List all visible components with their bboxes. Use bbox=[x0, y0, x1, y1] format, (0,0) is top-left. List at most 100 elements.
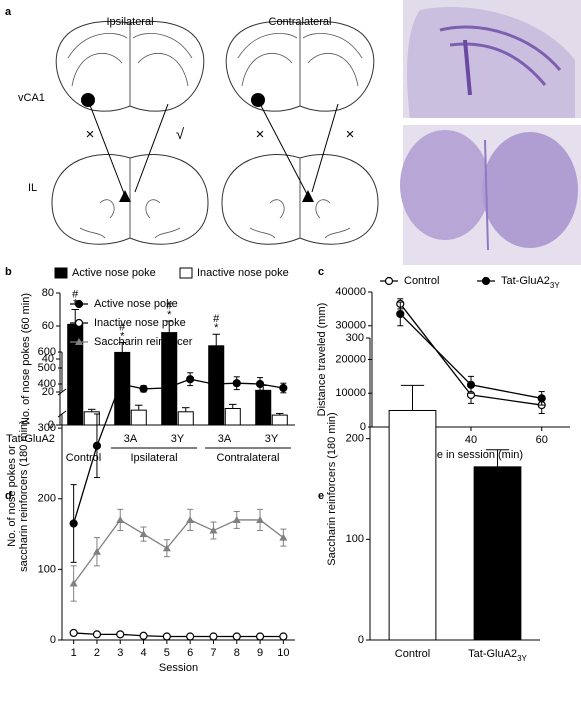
marker bbox=[232, 515, 241, 523]
significance-mark: * bbox=[120, 330, 125, 342]
marker bbox=[116, 630, 125, 639]
marker bbox=[279, 383, 288, 393]
group-label: Control bbox=[66, 452, 101, 464]
y-tick-label: 600 bbox=[38, 346, 56, 358]
x-tick-label-main: Control bbox=[395, 648, 430, 660]
x-tick-label: 3Y bbox=[265, 433, 279, 445]
marker bbox=[69, 519, 78, 528]
x-tick-label: 7 bbox=[210, 647, 216, 659]
significance-mark: * bbox=[214, 322, 219, 334]
marker bbox=[92, 441, 102, 450]
series-line bbox=[73, 378, 284, 524]
marker bbox=[69, 579, 78, 587]
legend-label: Active nose poke bbox=[72, 267, 156, 279]
marker bbox=[162, 632, 171, 641]
y-axis-title: Saccharin reinforcers (180 min) bbox=[326, 412, 338, 565]
histology-photo bbox=[403, 0, 581, 118]
y-axis-title: saccharin reinforcers (180 min) bbox=[18, 420, 30, 572]
y-tick-label: 100 bbox=[38, 563, 56, 575]
group-label: Contralateral bbox=[217, 452, 280, 464]
x-tick-label: 6 bbox=[187, 647, 193, 659]
marker bbox=[232, 379, 241, 388]
marker bbox=[209, 379, 218, 389]
marker bbox=[537, 394, 546, 403]
legend-label-main: Control bbox=[404, 275, 439, 287]
legend-label: Inactive nose poke bbox=[94, 317, 186, 329]
x-tick-label: Tat-GluA23Y bbox=[468, 648, 527, 663]
x-tick-label: 40 bbox=[465, 434, 477, 446]
bar bbox=[177, 411, 194, 426]
projection-mark: × bbox=[346, 126, 355, 143]
marker bbox=[256, 515, 265, 523]
bar bbox=[224, 408, 241, 426]
y-tick-label: 0 bbox=[360, 421, 366, 433]
marker bbox=[162, 544, 171, 552]
y-axis-title: No. of nose pokes or bbox=[6, 445, 18, 547]
legend-label: Active nose poke bbox=[94, 298, 178, 310]
marker bbox=[139, 530, 148, 538]
y-tick-label: 30000 bbox=[335, 320, 366, 332]
legend-marker bbox=[74, 299, 84, 309]
x-tick-label: 3 bbox=[117, 647, 123, 659]
x-tick-label: 60 bbox=[536, 434, 548, 446]
column-label: Ipsilateral bbox=[106, 16, 153, 28]
y-axis-title: Distance traveled (mm) bbox=[316, 303, 328, 417]
x-tick-label-sub: 3Y bbox=[517, 654, 527, 663]
y-tick-label: 40 bbox=[42, 353, 54, 365]
marker bbox=[279, 533, 288, 541]
legend-label-main: Tat-GluA2 bbox=[501, 275, 550, 287]
bar bbox=[271, 414, 288, 426]
y-axis-title: No. of nose pokes (60 min) bbox=[20, 293, 32, 425]
y-tick-label: 0 bbox=[50, 634, 56, 646]
panel-label: a bbox=[5, 6, 12, 18]
x-axis-title: Session bbox=[159, 662, 198, 674]
marker bbox=[92, 630, 102, 639]
x-tick-label: 2 bbox=[94, 647, 100, 659]
x-tick-label: 10 bbox=[277, 647, 289, 659]
legend-label: Control bbox=[404, 275, 439, 287]
projection-mark: × bbox=[256, 126, 265, 143]
legend-label-main: Active nose poke bbox=[94, 298, 178, 310]
bar bbox=[388, 409, 437, 641]
y-tick-label: 20000 bbox=[335, 353, 366, 365]
bar bbox=[130, 409, 147, 426]
axis-break bbox=[57, 410, 67, 418]
marker bbox=[116, 515, 125, 523]
legend-label-sub: 3Y bbox=[550, 281, 560, 290]
legend-label: Saccharin reinforcer bbox=[94, 336, 193, 348]
series-line bbox=[73, 632, 284, 638]
x-tick-label: 5 bbox=[164, 647, 170, 659]
marker bbox=[116, 379, 125, 389]
bar bbox=[473, 466, 522, 641]
y-tick-label: 0 bbox=[358, 634, 364, 646]
legend-label: Inactive nose poke bbox=[197, 267, 289, 279]
marker bbox=[69, 628, 78, 638]
marker bbox=[396, 309, 405, 319]
panel-label: b bbox=[5, 266, 12, 278]
legend-marker bbox=[74, 318, 84, 328]
y-tick-label: 40000 bbox=[335, 286, 366, 298]
y-tick-label: 20 bbox=[42, 386, 54, 398]
panel-label: e bbox=[318, 490, 324, 502]
legend-marker bbox=[481, 276, 491, 286]
y-tick-label: 10000 bbox=[335, 387, 366, 399]
marker bbox=[162, 383, 171, 393]
marker bbox=[279, 632, 288, 641]
bar bbox=[67, 323, 84, 426]
marker bbox=[186, 632, 195, 641]
histology-photo bbox=[400, 125, 581, 265]
marker bbox=[255, 379, 265, 389]
axis-break bbox=[57, 388, 67, 396]
y-tick-label: 200 bbox=[38, 493, 56, 505]
marker bbox=[255, 632, 265, 641]
marker bbox=[186, 515, 195, 523]
marker bbox=[186, 375, 195, 384]
significance-mark: # bbox=[119, 321, 126, 333]
marker bbox=[209, 632, 218, 641]
y-tick-label: 300 bbox=[346, 332, 364, 344]
x-tick-label: 1 bbox=[71, 647, 77, 659]
marker bbox=[209, 526, 218, 534]
significance-mark: # bbox=[213, 313, 220, 325]
projection-mark: √ bbox=[176, 126, 185, 143]
